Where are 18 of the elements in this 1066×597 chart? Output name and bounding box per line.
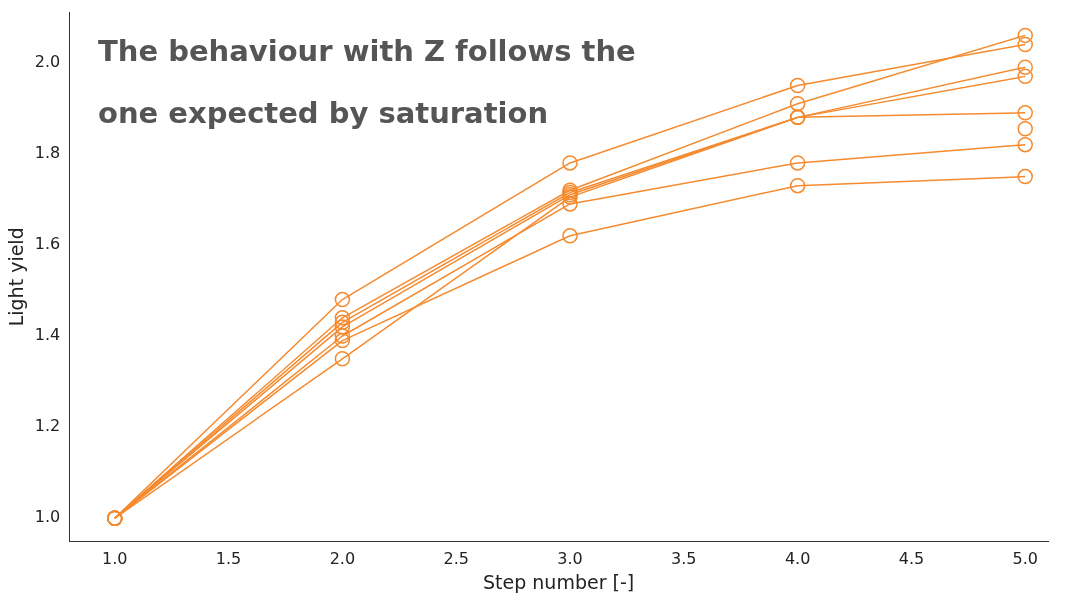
x-tick-label: 1.0 bbox=[102, 548, 128, 568]
y-tick-label: 1.4 bbox=[34, 325, 61, 345]
x-tick-label: 2.5 bbox=[443, 548, 469, 568]
text: The behaviour with Z follows the one expected by saturation bbox=[98, 33, 637, 132]
y-tick-label: 1.8 bbox=[34, 142, 61, 162]
y-axis-title: Light yield bbox=[5, 227, 28, 327]
y-tick-label: 1.0 bbox=[34, 507, 61, 527]
x-tick-label: 3.0 bbox=[557, 548, 583, 568]
x-tick-label: 5.0 bbox=[1012, 548, 1038, 568]
x-tick-label: 4.5 bbox=[898, 548, 925, 568]
x-tick-label: 3.5 bbox=[671, 548, 697, 568]
y-tick-label: 1.2 bbox=[34, 416, 61, 436]
x-tick-label: 4.0 bbox=[784, 548, 811, 568]
x-axis-title: Step number [-] bbox=[483, 570, 635, 593]
y-tick-label: 1.6 bbox=[34, 234, 61, 254]
x-tick-label: 1.5 bbox=[215, 548, 242, 568]
x-tick-label: 2.0 bbox=[329, 548, 356, 568]
y-tick-label: 2.0 bbox=[34, 51, 61, 71]
